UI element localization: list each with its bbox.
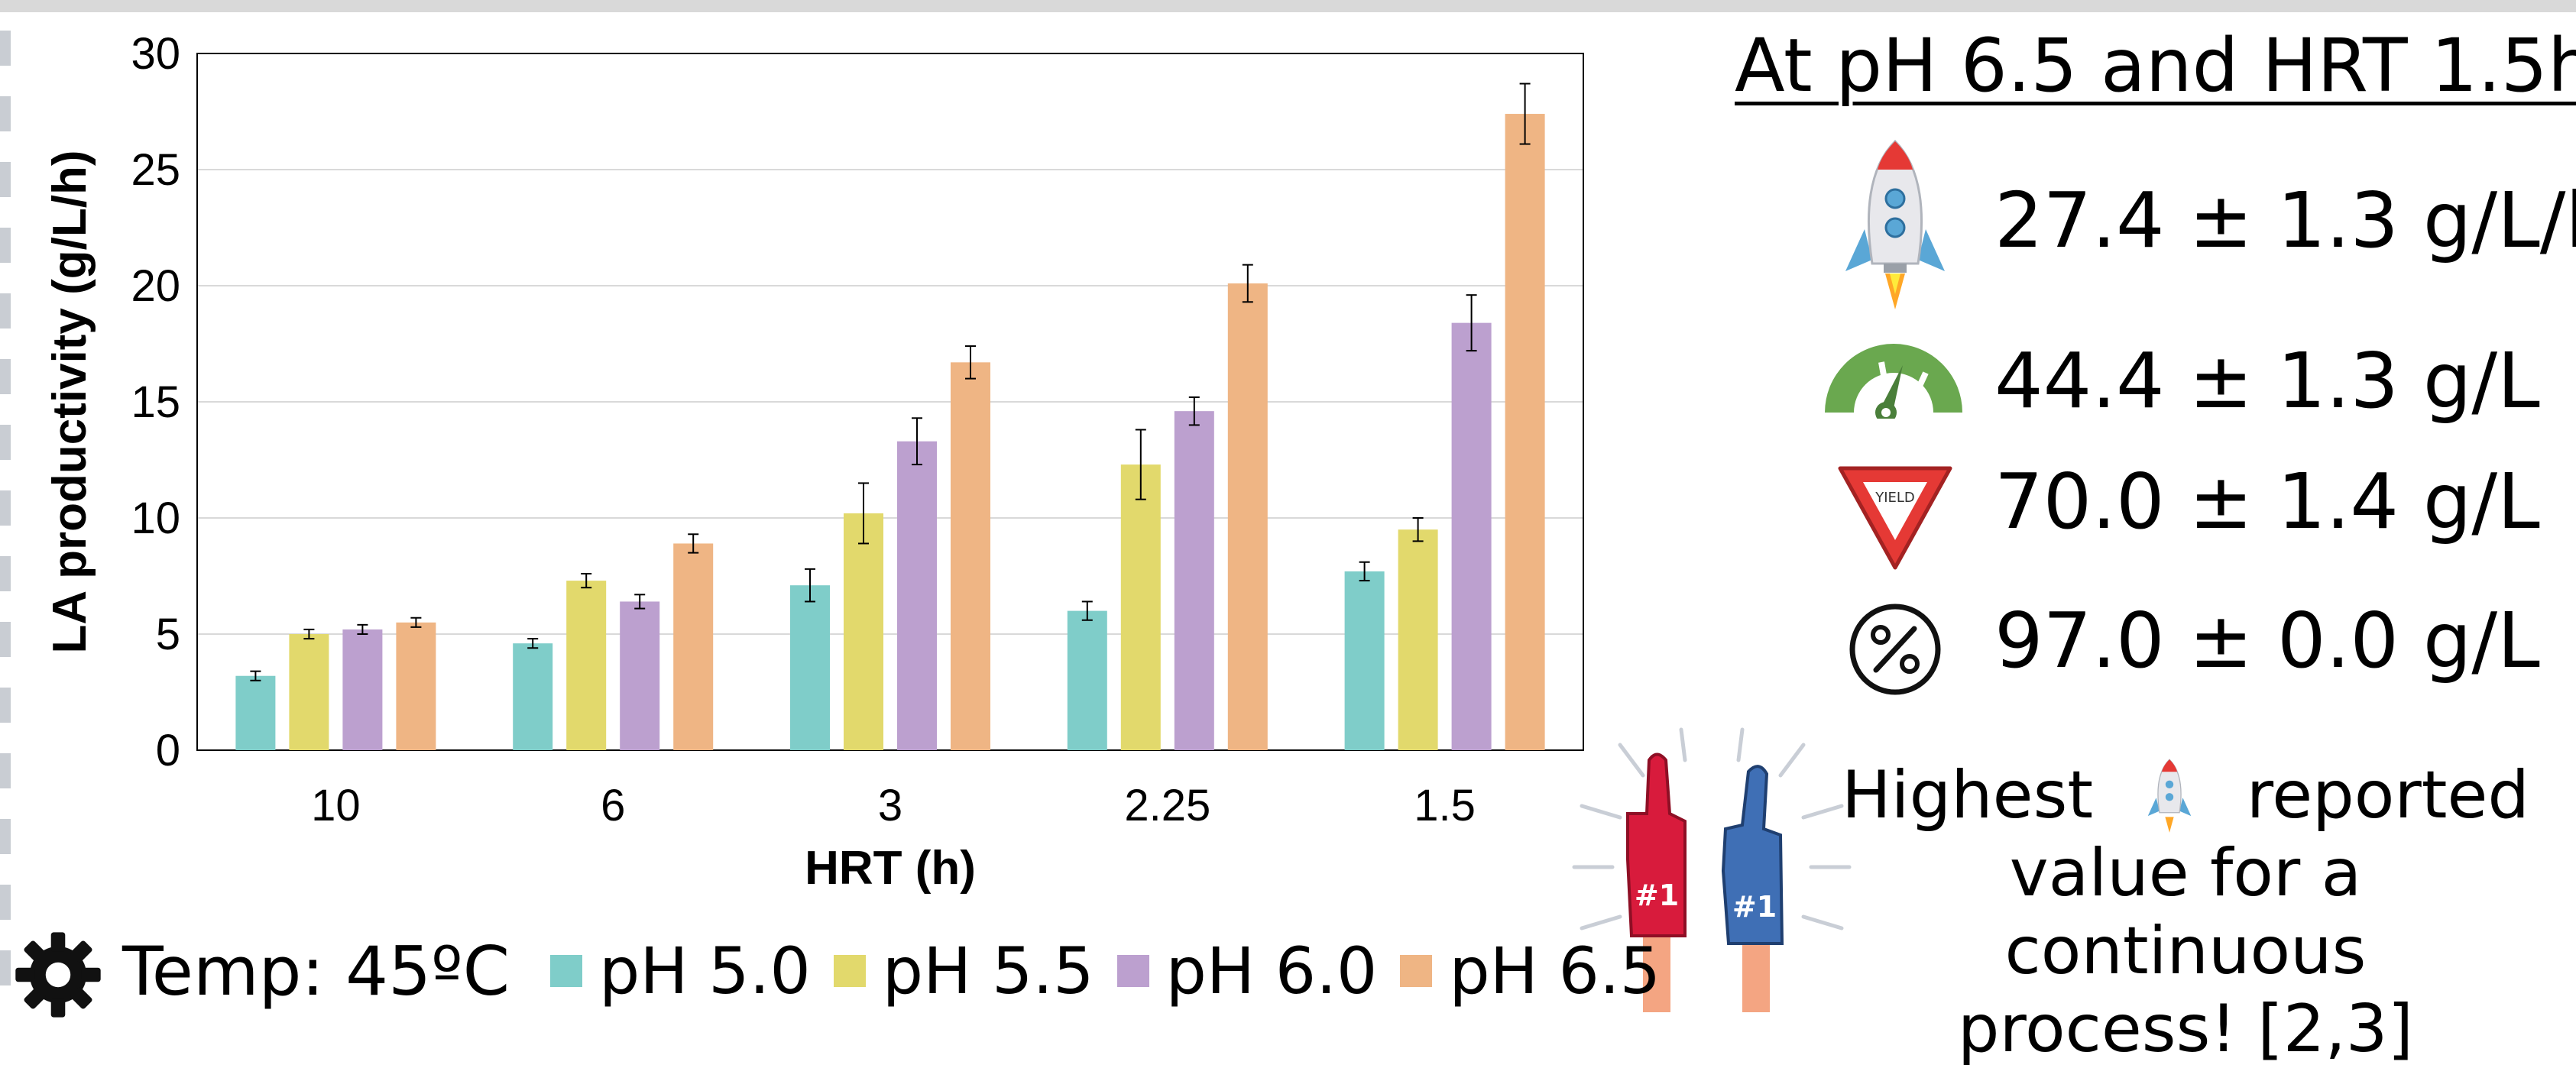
error-bar [527,638,539,649]
bar [1344,571,1385,750]
yield-value: 70.0 ± 1.4 g/L [1994,457,2540,546]
error-bar [858,482,869,545]
bar-chart: 0 5 10 15 20 25 30 10 6 3 2.25 1.5 HRT (h) LA produ… [44,29,1584,895]
error-bar [1466,294,1477,352]
inline-rocket-icon [2148,759,2192,833]
error-bar [357,623,368,635]
bar [1398,529,1438,750]
error-bar [688,533,699,554]
plot-area [196,53,1584,751]
error-bar [634,594,646,610]
error-bar [805,568,815,603]
legend-item-ph60: pH 6.0 [1116,934,1378,1008]
error-bar [581,572,592,589]
highlight-line-3: process! [2,3] [1957,991,2414,1067]
legend-label-ph55: pH 5.5 [882,934,1094,1008]
error-bar [1519,83,1531,145]
bar [790,585,830,750]
gear-icon [15,932,101,1018]
bar [844,513,883,750]
legend-label-ph60: pH 6.0 [1165,934,1378,1008]
foam-finger-celebration-icon: #1 #1 [1572,727,1852,1012]
error-bar [1081,600,1093,621]
percent-icon [1849,604,1941,695]
error-bar [410,617,422,628]
bar [673,543,714,750]
x-axis-label: HRT (h) [805,842,976,895]
legend-item-ph55: pH 5.5 [833,934,1094,1008]
x-tick-label: 6 [601,781,625,830]
y-tick-label: 10 [131,494,180,543]
legend-label-ph50: pH 5.0 [599,934,811,1008]
error-bar [1135,429,1146,500]
selectivity-value: 97.0 ± 0.0 g/L [1994,596,2540,685]
legend-swatch-ph65 [1400,955,1433,987]
y-axis-label: LA productivity (g/L/h) [44,150,96,654]
error-bar [1242,264,1253,303]
yield-sign-icon: YIELD [1838,466,1952,570]
bar [1451,322,1492,750]
error-bar [1188,396,1200,426]
y-tick-label: 0 [156,726,180,775]
gridlines [197,169,1583,635]
highlight-word-highest: Highest [1842,757,2094,833]
bar [897,441,937,750]
y-tick-label: 20 [131,261,180,311]
error-bar [1359,561,1370,582]
blue-finger-text: #1 [1732,890,1777,924]
error-bar [1412,517,1424,542]
bars-group [235,83,1545,751]
bar [620,601,660,750]
gauge-icon [1825,344,1962,419]
tick-labels: 0 5 10 15 20 25 30 10 6 3 2.25 1.5 [131,29,1475,830]
legend-item-ph65: pH 6.5 [1400,934,1661,1008]
bar [1174,411,1214,750]
bar [289,634,329,750]
error-bar [303,628,315,640]
bar [396,622,436,750]
error-bar [912,417,922,466]
left-dashed-border [0,31,11,1012]
yield-sign-text: YIELD [1874,490,1915,506]
x-tick-label: 1.5 [1414,781,1476,830]
legend-swatch-ph55 [833,955,866,987]
titer-value: 44.4 ± 1.3 g/L [1994,336,2540,426]
error-bar [250,670,261,681]
productivity-value: 27.4 ± 1.3 g/L/h [1994,176,2576,265]
highlight-word-reported: reported [2246,757,2529,833]
highlight-line-2: value for a continuous [2004,835,2367,989]
legend-swatch-ph60 [1116,955,1149,987]
rocket-icon [1845,139,1945,309]
x-tick-label: 3 [878,781,902,830]
summary-headline: At pH 6.5 and HRT 1.5h [1735,23,2576,108]
highlight-note: Highest reported value for a continuous … [1819,756,2552,1068]
bar [951,362,990,750]
y-tick-label: 30 [131,29,180,79]
top-border [0,0,2576,12]
bar [566,581,607,750]
y-tick-label: 15 [131,377,180,427]
bar [1505,114,1545,751]
x-tick-label: 2.25 [1124,781,1210,830]
red-finger-text: #1 [1635,879,1679,912]
legend-item-ph50: pH 5.0 [550,934,811,1008]
legend-swatch-ph50 [550,955,582,987]
chart-legend: pH 5.0 pH 5.5 pH 6.0 pH 6.5 [550,934,1661,1008]
y-tick-label: 25 [131,145,180,195]
bar [1067,610,1107,750]
bar [513,643,553,750]
error-bar [965,345,976,380]
x-tick-label: 10 [311,781,361,830]
bar [1120,464,1161,750]
bar [1227,283,1268,751]
bar [235,675,276,750]
bar [342,629,383,750]
legend-label-ph65: pH 6.5 [1449,934,1661,1008]
temperature-label: Temp: 45ºC [122,932,510,1011]
y-tick-label: 5 [156,610,180,659]
